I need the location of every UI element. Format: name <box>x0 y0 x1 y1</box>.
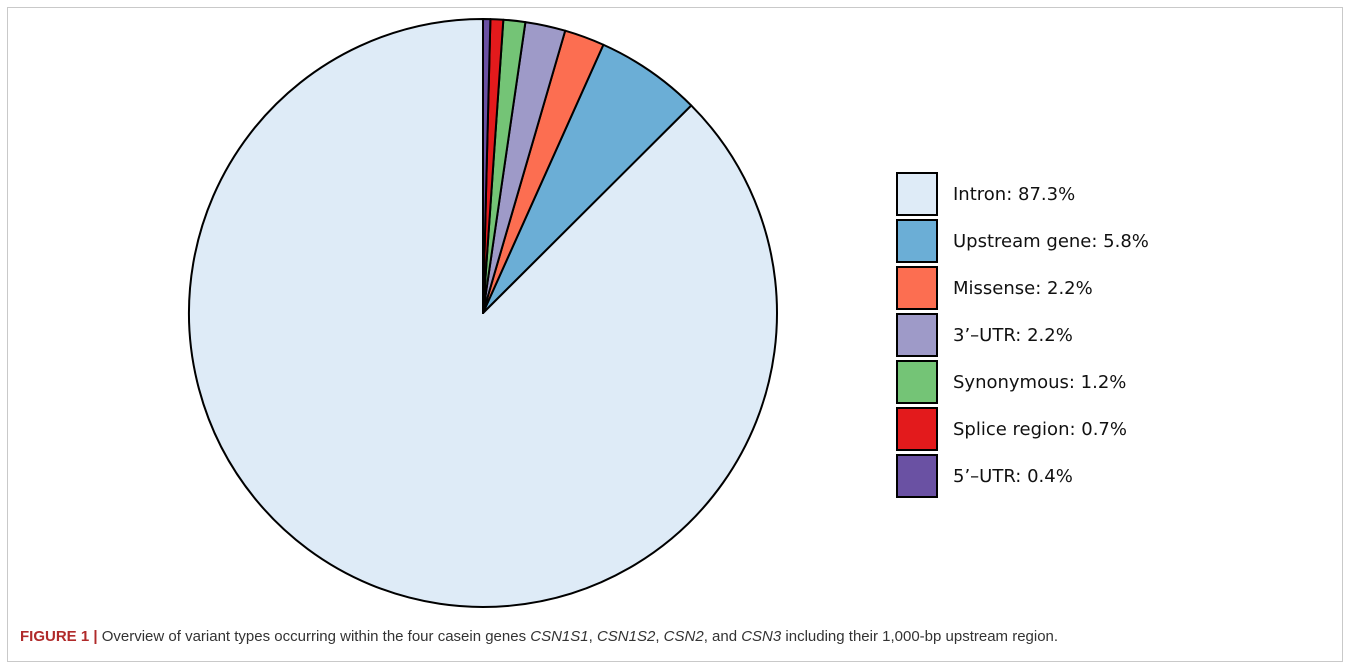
legend-item: 5’–UTR: 0.4% <box>896 454 1226 501</box>
caption-separator: , and <box>703 628 742 645</box>
legend-item: Missense: 2.2% <box>896 266 1226 313</box>
pie-slices <box>188 17 778 608</box>
caption-text: including their 1,000-bp upstream region… <box>781 628 1059 645</box>
legend-label: Synonymous: 1.2% <box>953 372 1127 393</box>
legend-item: Splice region: 0.7% <box>896 407 1226 454</box>
legend-swatch <box>896 360 938 404</box>
legend-label: Splice region: 0.7% <box>953 419 1127 440</box>
legend-swatch <box>896 266 938 310</box>
figure-caption: FIGURE 1 | Overview of variant types occ… <box>20 628 1058 645</box>
legend-item: Intron: 87.3% <box>896 172 1226 219</box>
caption-label: FIGURE 1 | <box>20 628 98 645</box>
caption-text: Overview of variant types occurring with… <box>97 628 531 645</box>
pie-slice-7 <box>482 17 492 314</box>
legend: Intron: 87.3% Upstream gene: 5.8% Missense… <box>896 172 1226 501</box>
legend-label: Intron: 87.3% <box>953 184 1076 205</box>
caption-gene: CSN1S1 <box>530 628 589 645</box>
legend-label: Missense: 2.2% <box>953 278 1093 299</box>
caption-gene: CSN3 <box>741 628 782 645</box>
legend-swatch <box>896 219 938 263</box>
legend-label: 5’–UTR: 0.4% <box>953 466 1073 487</box>
legend-swatch <box>896 313 938 357</box>
caption-separator: , <box>655 628 664 645</box>
legend-swatch <box>896 454 938 498</box>
legend-item: 3’–UTR: 2.2% <box>896 313 1226 360</box>
legend-swatch <box>896 407 938 451</box>
legend-item: Synonymous: 1.2% <box>896 360 1226 407</box>
caption-gene: CSN1S2 <box>596 628 656 645</box>
legend-item: Upstream gene: 5.8% <box>896 219 1226 266</box>
legend-label: 3’–UTR: 2.2% <box>953 325 1073 346</box>
caption-gene: CSN2 <box>663 628 704 645</box>
legend-swatch <box>896 172 938 216</box>
legend-label: Upstream gene: 5.8% <box>953 231 1149 252</box>
caption-separator: , <box>588 628 597 645</box>
